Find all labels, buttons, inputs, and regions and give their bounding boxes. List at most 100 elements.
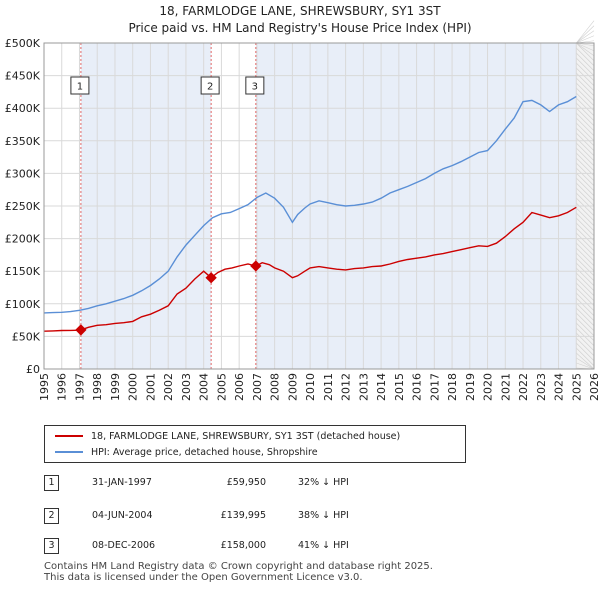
forecast-hatch [576,197,595,216]
x-tick-label: 2003 [180,373,193,401]
forecast-hatch [576,252,595,271]
y-tick-label: £250K [5,200,41,213]
forecast-hatch [576,62,595,81]
x-tick-label: 2000 [127,373,140,401]
forecast-hatch [576,122,595,141]
x-tick-label: 2014 [375,373,388,401]
sale-point [250,260,262,272]
forecast-hatch [576,322,595,341]
forecast-hatch [576,77,595,96]
price-chart: £0 £50K £100K £150K £200K £250K £300K £350K £400… [5,20,600,401]
x-tick-label: 2021 [499,373,512,401]
forecast-hatch [576,102,595,121]
x-tick-label: 2013 [357,373,370,401]
forecast-hatch [576,35,595,44]
forecast-hatch [576,242,595,261]
x-tick-label: 1995 [38,373,51,401]
forecast-hatch [576,357,595,370]
chart-title-line2: Price paid vs. HM Land Registry's House … [128,21,472,35]
forecast-hatch [576,262,595,281]
forecast-hatch [576,147,595,166]
x-tick-label: 2002 [162,373,175,401]
y-tick-label: £200K [5,233,41,246]
sale-badge-label: 2 [207,82,213,93]
x-tick-label: 1998 [91,373,104,401]
legend-price-swatch [55,435,83,437]
forecast-hatch [576,25,595,44]
sale-badge-box [245,76,265,95]
forecast-hatch [576,347,595,366]
forecast-hatch [576,317,595,336]
forecast-hatch [576,162,595,181]
x-tick-label: 2026 [588,373,600,401]
x-tick-label: 1999 [109,373,122,401]
forecast-hatch [576,142,595,161]
sale-badge-label: 3 [252,82,258,93]
legend-item-hpi: HPI: Average price, detached house, Shro… [55,445,318,459]
legend-item-price: 18, FARMLODGE LANE, SHREWSBURY, SY1 3ST … [55,429,400,443]
forecast-hatch [576,342,595,361]
y-tick-label: £450K [5,70,41,83]
y-tick-label: £350K [5,135,41,148]
forecast-hatch [576,30,595,44]
row-price: £158,000 [220,540,266,551]
sale-badge-box [70,76,90,95]
forecast-hatch [576,42,595,56]
x-tick-label: 2024 [553,373,566,401]
forecast-hatch [576,177,595,196]
x-tick-label: 2004 [198,373,211,401]
forecast-hatch [576,107,595,126]
sale-badge-box [200,76,220,95]
forecast-hatch [576,132,595,151]
forecast-hatch [576,112,595,131]
legend-hpi-label: HPI: Average price, detached house, Shro… [91,446,318,458]
forecast-hatch [576,302,595,321]
forecast-hatch [576,97,595,116]
price-paid-line [43,206,577,332]
x-tick-label: 1997 [73,373,86,401]
forecast-hatch [576,20,595,44]
row-date: 31-JAN-1997 [92,477,152,488]
forecast-hatch [576,352,595,370]
x-tick-label: 2017 [428,373,441,401]
footer-licence: This data is licensed under the Open Gov… [44,572,363,583]
row-date: 08-DEC-2006 [92,540,156,551]
forecast-hatch [576,227,595,246]
forecast-hatch [576,157,595,176]
forecast-hatch [576,257,595,276]
y-tick-label: £150K [5,265,41,278]
forecast-hatch [576,337,595,356]
sale-badge-label: 1 [77,82,83,93]
x-tick-label: 2011 [322,373,335,401]
forecast-hatch [576,67,595,86]
forecast-hatch [576,172,595,191]
forecast-hatch [576,42,595,61]
x-tick-label: 2006 [233,373,246,401]
x-tick-label: 2019 [464,373,477,401]
forecast-hatch [576,307,595,326]
forecast-hatch [576,47,595,66]
x-tick-label: 2005 [215,373,228,401]
forecast-hatch [576,297,595,316]
sale-point [205,272,217,284]
forecast-hatch [576,167,595,186]
hpi-line [43,95,577,314]
row-hpi-diff: 32% ↓ HPI [298,477,349,488]
x-tick-label: 2015 [393,373,406,401]
forecast-hatch [576,127,595,146]
forecast-hatch [576,287,595,306]
row-badge: 1 [44,475,59,491]
x-tick-label: 2001 [144,373,157,401]
forecast-hatch [576,217,595,236]
plot-border [43,42,595,370]
row-date: 04-JUN-2004 [92,510,153,521]
y-tick-label: £0 [26,363,40,376]
x-tick-label: 2022 [517,373,530,401]
x-tick-label: 2023 [535,373,548,401]
forecast-hatch [576,87,595,106]
y-tick-label: £400K [5,102,41,115]
legend-hpi-swatch [55,451,83,453]
forecast-hatch [576,82,595,101]
row-badge: 2 [44,508,59,524]
forecast-hatch [576,212,595,231]
